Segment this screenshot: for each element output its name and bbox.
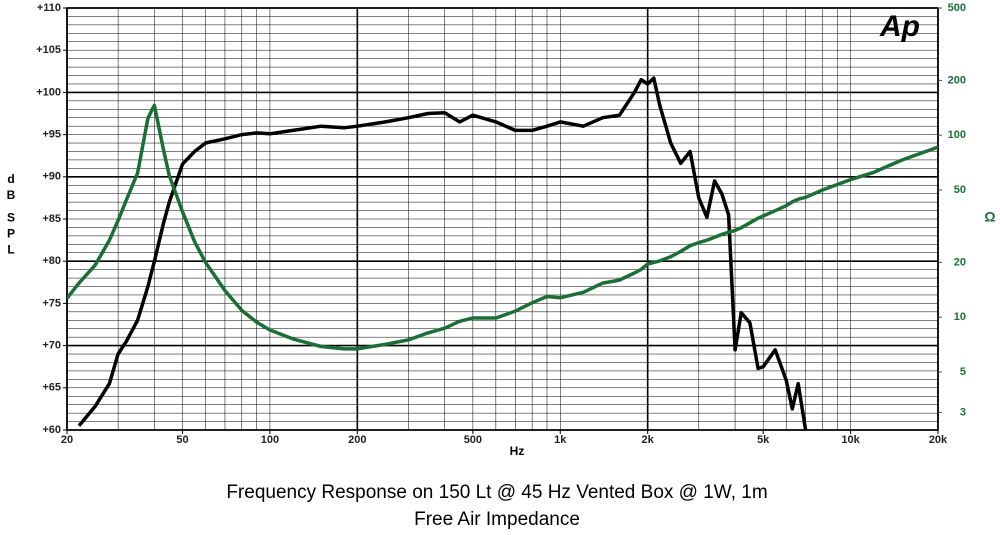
x-tick-label: 1k xyxy=(554,434,567,446)
x-tick-label: 100 xyxy=(261,434,279,446)
y2-tick-label: 3 xyxy=(960,406,966,418)
y-tick-label: +95 xyxy=(42,129,61,141)
y2-tick-label: 20 xyxy=(954,256,966,268)
x-tick-label: 5k xyxy=(757,434,770,446)
y-tick-label: +80 xyxy=(42,255,61,267)
chart-title: Frequency Response on 150 Lt @ 45 Hz Ven… xyxy=(226,482,767,503)
chart-subtitle: Free Air Impedance xyxy=(414,509,580,530)
x-tick-label: 20k xyxy=(929,434,948,446)
y-tick-label: +90 xyxy=(42,171,61,183)
x-axis-label: Hz xyxy=(510,444,525,458)
y2-tick-label: 5 xyxy=(960,366,966,378)
y2-axis-label: Ω xyxy=(984,209,995,225)
y2-tick-label: 500 xyxy=(948,2,966,14)
series-layer xyxy=(67,76,938,430)
x-tick-label: 10k xyxy=(841,434,860,446)
y2-tick-label: 200 xyxy=(948,74,966,86)
y-tick-label: +60 xyxy=(42,424,61,436)
x-tick-label: 20 xyxy=(61,434,73,446)
y2-tick-label: 100 xyxy=(948,129,966,141)
series-line xyxy=(77,76,808,430)
y-tick-label: +100 xyxy=(36,86,61,98)
y-tick-label: +65 xyxy=(42,382,61,394)
y2-tick-label: 10 xyxy=(954,311,966,323)
x-tick-label: 2k xyxy=(642,434,655,446)
x-tick-label: 50 xyxy=(176,434,188,446)
y-tick-label: +105 xyxy=(36,44,61,56)
series-line xyxy=(67,103,938,351)
y-tick-label: +85 xyxy=(42,213,61,225)
x-tick-label: 200 xyxy=(348,434,366,446)
x-tick-label: 500 xyxy=(464,434,482,446)
y-tick-label: +75 xyxy=(42,297,61,309)
logo: Ap xyxy=(879,10,920,43)
grid xyxy=(63,7,942,434)
y-tick-label: +110 xyxy=(37,2,61,14)
y2-tick-label: 50 xyxy=(954,184,966,196)
y-tick-label: +70 xyxy=(42,340,61,352)
